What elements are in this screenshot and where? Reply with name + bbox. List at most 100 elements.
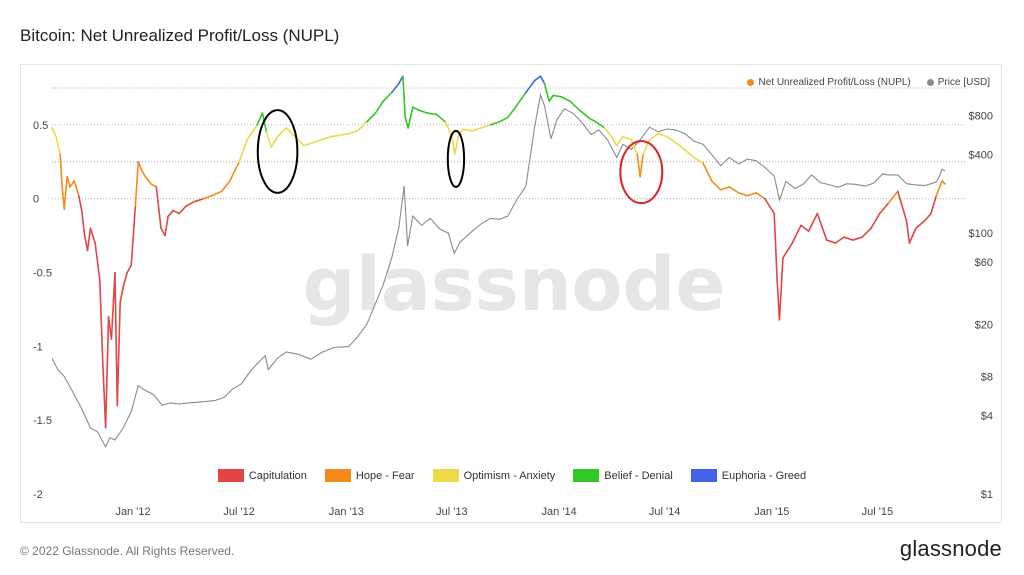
nupl-segment: [834, 236, 845, 244]
zone-legend-label: Hope - Fear: [355, 469, 415, 482]
nupl-segment: [167, 209, 175, 218]
watermark-text: glassnode: [302, 242, 725, 328]
y-right-tick-label: $8: [981, 371, 993, 383]
nupl-segment: [164, 215, 169, 237]
nupl-segment: [719, 186, 731, 191]
glassnode-logo[interactable]: glassnode: [899, 536, 1002, 561]
nupl-segment: [595, 121, 606, 129]
y-right-tick-label: $20: [975, 319, 993, 331]
nupl-segment: [603, 127, 613, 138]
nupl-segment: [140, 168, 147, 178]
nupl-segment: [915, 220, 926, 230]
nupl-segment: [114, 271, 119, 407]
nupl-segment: [457, 128, 464, 138]
nupl-segment: [155, 186, 162, 230]
nupl-segment: [435, 113, 447, 123]
nupl-segment: [887, 190, 899, 204]
nupl-segment: [407, 106, 414, 129]
nupl-segment: [782, 242, 794, 259]
x-tick-label: Jan '14: [542, 506, 577, 518]
zone-legend-label: Euphoria - Greed: [721, 469, 807, 482]
zone-legend-item[interactable]: Euphoria - Greed: [690, 469, 807, 482]
nupl-segment: [356, 121, 368, 132]
nupl-segment: [134, 161, 140, 207]
nupl-segment: [321, 135, 332, 141]
nupl-segment: [560, 96, 571, 103]
series-legend-item[interactable]: Price [USD]: [926, 77, 990, 88]
x-tick-label: Jul '14: [649, 506, 680, 518]
legend-swatch: [217, 469, 244, 482]
nupl-segment: [104, 316, 110, 429]
nupl-segment: [657, 132, 668, 138]
nupl-segment: [347, 130, 359, 135]
nupl-segment: [630, 138, 639, 156]
nupl-segment: [621, 135, 633, 141]
nupl-segment: [636, 153, 641, 178]
nupl-segment: [119, 286, 124, 303]
zone-legend-item[interactable]: Hope - Fear: [324, 469, 415, 482]
x-tick-label: Jul '12: [223, 506, 254, 518]
series-legend-item[interactable]: Net Unrealized Profit/Loss (NUPL): [747, 77, 911, 88]
nupl-segment: [800, 224, 810, 233]
zone-legend: Capitulation Hope - Fear Optimism - Anxiet…: [0, 469, 1024, 482]
nupl-segment: [908, 227, 917, 244]
nupl-segment: [896, 190, 908, 222]
x-tick-label: Jan '12: [115, 506, 150, 518]
nupl-segment: [666, 135, 677, 144]
y-right-tick-label: $60: [975, 257, 993, 269]
nupl-segment: [80, 209, 86, 237]
nupl-segment: [935, 180, 943, 197]
y-right-tick-label: $1: [981, 489, 993, 501]
zone-legend-item[interactable]: Optimism - Anxiety: [432, 469, 555, 482]
nupl-segment: [78, 194, 83, 212]
zone-legend-item[interactable]: Capitulation: [217, 469, 307, 482]
nupl-segment: [276, 127, 288, 138]
legend-dot-icon: [747, 79, 755, 86]
x-tick-label: Jul '15: [862, 506, 893, 518]
nupl-segment: [130, 205, 137, 266]
y-right-tick-label: $800: [969, 110, 993, 122]
nupl-segment: [193, 197, 205, 203]
nupl-segment: [312, 138, 323, 144]
nupl-segment: [202, 194, 213, 200]
legend-swatch: [690, 469, 717, 482]
nupl-segment: [674, 141, 686, 151]
price-line: [51, 92, 946, 449]
nupl-segment: [89, 227, 96, 244]
nupl-segment: [462, 128, 474, 132]
nupl-segment: [773, 212, 778, 281]
nupl-segment: [941, 180, 946, 185]
nupl-segment: [417, 109, 429, 114]
nupl-segment: [86, 227, 92, 252]
nupl-segment: [98, 279, 104, 362]
y-left-tick-label: 0.5: [33, 120, 48, 132]
nupl-segment: [83, 234, 89, 252]
nupl-segment: [220, 180, 231, 193]
legend-swatch: [432, 469, 459, 482]
nupl-segment: [444, 121, 453, 138]
nupl-segment: [412, 106, 420, 111]
nupl-segment: [923, 212, 932, 222]
nupl-segment: [265, 131, 272, 148]
nupl-segment: [578, 109, 590, 119]
x-tick-label: Jul '13: [436, 506, 467, 518]
nupl-segment: [338, 132, 350, 137]
nupl-segment: [374, 100, 384, 114]
nupl-segment: [391, 82, 400, 94]
nupl-segment: [878, 202, 890, 215]
nupl-segment: [66, 175, 71, 188]
y-left-tick-label: -1.5: [33, 415, 52, 427]
nupl-segment: [639, 153, 644, 178]
zone-legend-item[interactable]: Belief - Denial: [573, 469, 673, 482]
nupl-segment: [728, 186, 740, 194]
nupl-segment: [755, 192, 766, 200]
nupl-segment: [539, 75, 546, 85]
nupl-segment: [905, 220, 911, 244]
nupl-segment: [261, 112, 268, 134]
nupl-segment: [684, 149, 695, 159]
nupl-segment: [451, 135, 456, 156]
nupl-segment: [587, 116, 597, 123]
nupl-segment: [737, 192, 749, 197]
nupl-segment: [210, 190, 223, 197]
